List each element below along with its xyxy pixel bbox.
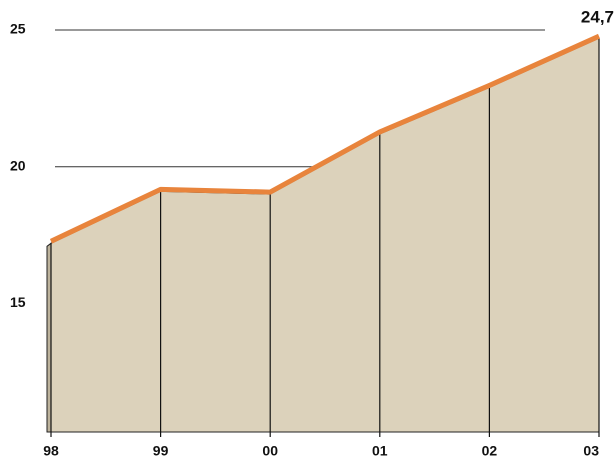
- value-label: 24,7: [581, 7, 614, 26]
- x-tick-label: 98: [43, 443, 59, 459]
- x-tick-label: 03: [583, 443, 599, 459]
- line: [49, 33, 601, 244]
- y-tick-label: 20: [10, 157, 26, 173]
- x-tick-label: 00: [262, 443, 278, 459]
- x-tick-label: 01: [372, 443, 388, 459]
- y-tick-label: 25: [10, 21, 26, 37]
- x-tick-label: 99: [153, 443, 169, 459]
- y-tick-label: 15: [10, 294, 26, 310]
- x-tick-label: 02: [482, 443, 498, 459]
- area: [50, 37, 600, 433]
